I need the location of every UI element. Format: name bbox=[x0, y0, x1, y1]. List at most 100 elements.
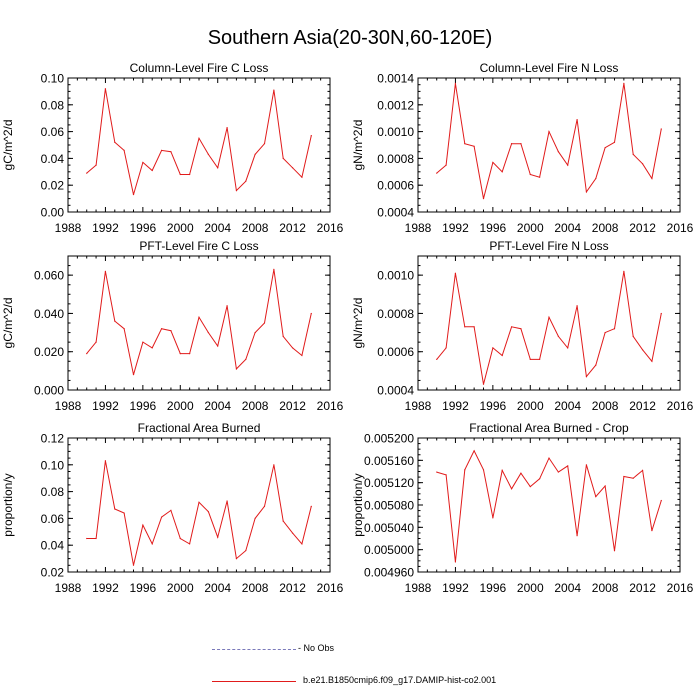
data-point bbox=[520, 472, 522, 474]
data-point bbox=[123, 149, 125, 151]
x-tick-label: 2008 bbox=[592, 399, 619, 413]
data-point bbox=[151, 169, 153, 172]
x-tick-label: 1992 bbox=[442, 581, 469, 595]
data-point bbox=[170, 151, 172, 153]
data-point bbox=[529, 485, 531, 488]
y-tick-label: 0.04 bbox=[41, 539, 65, 553]
data-point bbox=[464, 143, 466, 145]
x-tick-label: 2008 bbox=[592, 221, 619, 235]
data-point bbox=[217, 345, 219, 347]
data-point bbox=[436, 358, 438, 360]
data-point bbox=[179, 537, 181, 540]
data-point bbox=[189, 543, 191, 545]
data-point bbox=[170, 330, 172, 332]
data-point bbox=[132, 374, 135, 376]
data-point bbox=[613, 328, 616, 330]
x-tick-label: 1988 bbox=[55, 581, 82, 595]
y-axis-label: gN/m^2/d bbox=[351, 298, 365, 349]
data-point bbox=[557, 471, 559, 473]
data-point bbox=[254, 331, 256, 334]
data-point bbox=[510, 143, 513, 145]
data-point bbox=[641, 469, 644, 471]
data-point bbox=[576, 535, 578, 537]
x-tick-label: 2000 bbox=[167, 581, 194, 595]
data-point bbox=[263, 505, 266, 507]
chart-title: Column-Level Fire C Loss bbox=[130, 61, 269, 75]
data-point bbox=[473, 450, 475, 452]
series-line bbox=[436, 83, 662, 199]
data-point bbox=[595, 177, 597, 180]
data-point bbox=[623, 82, 625, 84]
y-tick-label: 0.005120 bbox=[364, 476, 414, 490]
y-axis-label: gC/m^2/d bbox=[1, 120, 15, 171]
data-point bbox=[548, 316, 550, 318]
data-point bbox=[198, 316, 200, 318]
data-point bbox=[86, 353, 88, 355]
data-point bbox=[585, 376, 588, 378]
data-point bbox=[520, 328, 522, 330]
data-point bbox=[95, 341, 97, 343]
data-point bbox=[436, 471, 438, 473]
data-point bbox=[445, 474, 447, 476]
data-point bbox=[473, 326, 475, 328]
x-tick-label: 2004 bbox=[204, 581, 231, 595]
x-tick-label: 1996 bbox=[130, 581, 157, 595]
x-tick-label: 2012 bbox=[279, 221, 306, 235]
x-tick-label: 2012 bbox=[629, 399, 656, 413]
data-point bbox=[245, 549, 247, 552]
y-tick-label: 0.0006 bbox=[377, 345, 414, 359]
data-point bbox=[310, 135, 312, 137]
data-point bbox=[651, 360, 653, 362]
data-point bbox=[454, 561, 457, 563]
x-tick-label: 1992 bbox=[442, 221, 469, 235]
x-tick-label: 2008 bbox=[242, 399, 269, 413]
x-tick-label: 2016 bbox=[317, 581, 344, 595]
data-point bbox=[170, 509, 172, 511]
data-point bbox=[557, 335, 559, 337]
data-point bbox=[623, 475, 625, 478]
data-point bbox=[613, 550, 616, 552]
data-point bbox=[576, 118, 578, 121]
data-point bbox=[207, 511, 209, 513]
x-tick-label: 2016 bbox=[667, 221, 694, 235]
data-point bbox=[651, 530, 653, 532]
x-tick-label: 2012 bbox=[629, 221, 656, 235]
x-tick-label: 2004 bbox=[554, 399, 581, 413]
data-point bbox=[464, 469, 466, 471]
x-tick-label: 1992 bbox=[442, 399, 469, 413]
data-point bbox=[245, 358, 247, 360]
chart-panel-5: Fractional Area Burned 1988 1992 1996 2000 20… bbox=[1, 421, 344, 595]
y-tick-label: 0.020 bbox=[34, 345, 64, 359]
data-point bbox=[641, 163, 644, 165]
data-point bbox=[576, 305, 578, 307]
data-point bbox=[282, 520, 284, 522]
x-tick-label: 1992 bbox=[92, 399, 119, 413]
chart-title: PFT-Level Fire C Loss bbox=[139, 239, 258, 253]
y-tick-label: 0.10 bbox=[41, 72, 65, 86]
y-tick-label: 0.0010 bbox=[377, 269, 414, 283]
y-tick-label: 0.08 bbox=[41, 98, 65, 112]
y-tick-label: 0.10 bbox=[41, 458, 65, 472]
chart-title: Column-Level Fire N Loss bbox=[480, 61, 619, 75]
x-tick-label: 2012 bbox=[629, 581, 656, 595]
data-point bbox=[520, 143, 522, 145]
data-point bbox=[114, 320, 116, 322]
data-point bbox=[254, 153, 256, 155]
data-point bbox=[254, 517, 256, 520]
plot-frame bbox=[417, 255, 681, 391]
data-point bbox=[632, 153, 634, 155]
data-point bbox=[226, 126, 228, 129]
data-point bbox=[482, 198, 485, 200]
plot-frame bbox=[67, 255, 331, 391]
y-axis-label: proportion/y bbox=[351, 473, 365, 536]
y-tick-label: 0.00 bbox=[41, 206, 65, 220]
y-tick-label: 0.02 bbox=[41, 179, 65, 193]
data-point bbox=[226, 305, 228, 307]
y-tick-label: 0.005200 bbox=[364, 432, 414, 446]
y-axis-label: proportion/y bbox=[1, 473, 15, 536]
data-point bbox=[567, 347, 569, 349]
data-point bbox=[132, 564, 135, 566]
x-tick-label: 2004 bbox=[204, 221, 231, 235]
y-tick-label: 0.005040 bbox=[364, 521, 414, 535]
x-tick-label: 1996 bbox=[130, 221, 157, 235]
